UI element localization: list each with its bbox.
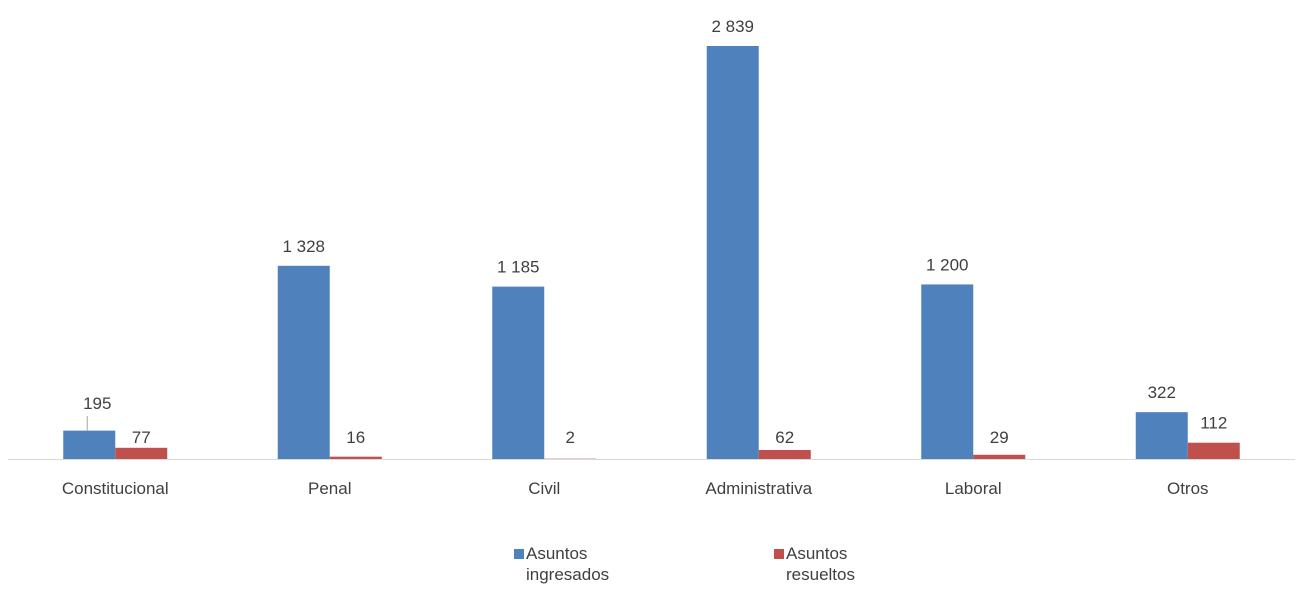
x-tick-label-constitucional: Constitucional — [62, 479, 169, 498]
legend-label-ingresados: Asuntos ingresados — [526, 543, 621, 585]
data-label-ingresados-administrativa: 2 839 — [711, 17, 754, 36]
bar-resueltos-penal — [330, 457, 382, 459]
data-label-resueltos-constitucional: 77 — [132, 428, 151, 447]
data-label-ingresados-civil: 1 185 — [497, 258, 540, 277]
bar-resueltos-otros — [1188, 443, 1240, 459]
x-tick-label-administrativa: Administrativa — [705, 479, 812, 498]
data-label-ingresados-otros: 322 — [1148, 383, 1176, 402]
legend-swatch-ingresados — [514, 549, 524, 559]
x-tick-label-penal: Penal — [308, 479, 351, 498]
data-label-resueltos-otros: 112 — [1200, 414, 1227, 433]
data-label-ingresados-penal: 1 328 — [282, 237, 325, 256]
bar-resueltos-administrativa — [759, 450, 811, 459]
bar-ingresados-laboral — [921, 284, 973, 459]
bar-resueltos-constitucional — [115, 448, 167, 459]
legend: Asuntos ingresados Asuntos resueltos — [0, 543, 1303, 593]
bar-ingresados-otros — [1136, 412, 1188, 459]
data-label-ingresados-constitucional: 195 — [83, 394, 111, 413]
data-label-ingresados-laboral: 1 200 — [926, 255, 969, 274]
data-label-resueltos-laboral: 29 — [990, 428, 1009, 447]
bar-ingresados-administrativa — [707, 46, 759, 459]
legend-label-resueltos: Asuntos resueltos — [786, 543, 881, 585]
data-label-resueltos-penal: 16 — [346, 428, 365, 447]
bar-ingresados-constitucional — [63, 431, 115, 459]
legend-item-resueltos: Asuntos resueltos — [774, 543, 881, 585]
legend-item-ingresados: Asuntos ingresados — [514, 543, 621, 585]
data-label-resueltos-civil: 2 — [566, 428, 575, 447]
bar-ingresados-civil — [492, 287, 544, 459]
x-tick-label-otros: Otros — [1167, 479, 1209, 498]
x-tick-label-laboral: Laboral — [945, 479, 1002, 498]
data-label-resueltos-administrativa: 62 — [775, 428, 794, 447]
legend-swatch-resueltos — [774, 549, 784, 559]
bar-ingresados-penal — [278, 266, 330, 459]
bar-resueltos-laboral — [973, 455, 1025, 459]
x-tick-label-civil: Civil — [528, 479, 560, 498]
